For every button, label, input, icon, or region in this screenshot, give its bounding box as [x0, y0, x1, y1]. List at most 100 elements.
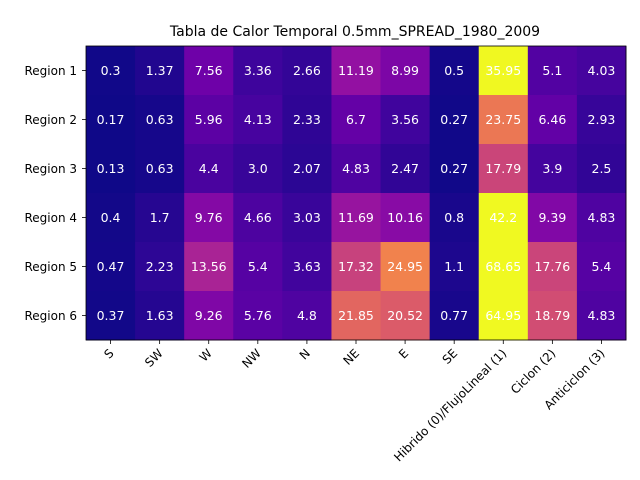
heatmap-cell [429, 242, 480, 292]
heatmap-cell [478, 193, 529, 243]
cell-value-label: 2.47 [391, 161, 419, 176]
y-axis: Region 1 Region 2 Region 3 Region 4 Region 5… [24, 64, 86, 323]
x-tick-label: N [297, 346, 313, 362]
cell-value-label: 0.3 [101, 63, 121, 78]
x-tick-label: SE [440, 346, 461, 367]
cell-value-label: 1.7 [150, 210, 170, 225]
cell-value-label: 2.93 [588, 112, 616, 127]
x-tick-label: NE [341, 346, 363, 368]
heatmap-cell [233, 291, 283, 341]
cell-value-label: 3.56 [391, 112, 419, 127]
cell-value-label: 2.23 [146, 259, 174, 274]
heatmap-cell [184, 291, 234, 341]
heatmap-cell [478, 144, 529, 194]
heatmap-cell [282, 193, 332, 243]
cell-value-label: 0.27 [440, 161, 468, 176]
cell-value-label: 24.95 [387, 259, 423, 274]
x-tick-label: W [197, 346, 215, 364]
heatmap-cell [86, 46, 136, 96]
cell-value-label: 6.7 [346, 112, 366, 127]
y-tick-label: Region 5 [24, 260, 77, 274]
cell-value-label: 5.4 [592, 259, 612, 274]
cell-value-label: 9.76 [195, 210, 223, 225]
heatmap-cell [135, 46, 185, 96]
cell-value-label: 0.5 [444, 63, 464, 78]
cell-value-label: 20.52 [387, 308, 423, 323]
heatmap-cell [233, 144, 283, 194]
heatmap-cell [282, 242, 332, 292]
heatmap-cell [478, 291, 529, 341]
cell-value-label: 17.79 [485, 161, 521, 176]
cell-value-label: 18.79 [534, 308, 570, 323]
x-tick-label: Ciclon (2) [508, 346, 558, 396]
cell-value-label: 4.03 [588, 63, 616, 78]
cell-value-label: 5.1 [542, 63, 562, 78]
cell-value-label: 35.95 [485, 63, 521, 78]
heatmap-cell [576, 291, 627, 341]
cell-value-label: 21.85 [338, 308, 374, 323]
heatmap-cell [576, 193, 627, 243]
cell-value-label: 17.32 [338, 259, 374, 274]
heatmap-cell [331, 144, 382, 194]
chart-title: Tabla de Calor Temporal 0.5mm_SPREAD_198… [169, 24, 540, 40]
cell-value-label: 8.99 [391, 63, 419, 78]
cell-value-label: 4.83 [588, 210, 616, 225]
cell-value-label: 0.27 [440, 112, 468, 127]
cell-value-label: 3.03 [293, 210, 321, 225]
heatmap-cell [184, 193, 234, 243]
heatmap-cell [184, 46, 234, 96]
heatmap-cell [380, 193, 431, 243]
heatmap-cell [380, 95, 431, 145]
heatmap-cell [576, 46, 627, 96]
cell-value-label: 11.19 [338, 63, 374, 78]
heatmap-cell [233, 95, 283, 145]
cell-value-label: 7.56 [195, 63, 223, 78]
heatmap-cell [135, 144, 185, 194]
y-tick-label: Region 6 [24, 309, 77, 323]
y-tick-label: Region 4 [24, 211, 77, 225]
cell-value-label: 0.8 [444, 210, 464, 225]
heatmap-cell [380, 46, 431, 96]
heatmap-cell [478, 242, 529, 292]
cell-value-label: 4.83 [588, 308, 616, 323]
cell-value-label: 2.66 [293, 63, 321, 78]
heatmap-cell [233, 46, 283, 96]
heatmap-cells [86, 46, 627, 341]
x-tick-label: E [396, 346, 411, 361]
cell-value-label: 17.76 [534, 259, 570, 274]
cell-value-label: 0.4 [101, 210, 121, 225]
heatmap-cell-labels: 0.3 1.37 7.56 3.36 2.66 11.19 8.99 0.5 35.95 5.1 4… [97, 63, 616, 323]
heatmap-cell [86, 144, 136, 194]
cell-value-label: 11.69 [338, 210, 374, 225]
cell-value-label: 2.33 [293, 112, 321, 127]
heatmap-cell [429, 46, 480, 96]
cell-value-label: 3.36 [244, 63, 272, 78]
heatmap-cell [135, 291, 185, 341]
cell-value-label: 2.5 [592, 161, 612, 176]
cell-value-label: 9.39 [538, 210, 566, 225]
cell-value-label: 1.37 [146, 63, 174, 78]
heatmap-cell [135, 193, 185, 243]
y-tick-label: Region 1 [24, 64, 77, 78]
heatmap-cell [429, 291, 480, 341]
heatmap-cell [331, 95, 382, 145]
cell-value-label: 0.13 [97, 161, 125, 176]
heatmap-cell [282, 95, 332, 145]
heatmap-cell [478, 95, 529, 145]
y-tick-label: Region 3 [24, 162, 77, 176]
heatmap-cell [380, 242, 431, 292]
cell-value-label: 42.2 [489, 210, 517, 225]
cell-value-label: 4.83 [342, 161, 370, 176]
heatmap-cell [576, 144, 627, 194]
heatmap-cell [429, 193, 480, 243]
cell-value-label: 10.16 [387, 210, 423, 225]
heatmap-cell [184, 144, 234, 194]
heatmap-cell [135, 95, 185, 145]
heatmap-cell [380, 291, 431, 341]
cell-value-label: 0.37 [97, 308, 125, 323]
x-tick-label: S [101, 346, 116, 361]
heatmap-cell [527, 242, 578, 292]
heatmap-cell [135, 242, 185, 292]
cell-value-label: 3.0 [248, 161, 268, 176]
